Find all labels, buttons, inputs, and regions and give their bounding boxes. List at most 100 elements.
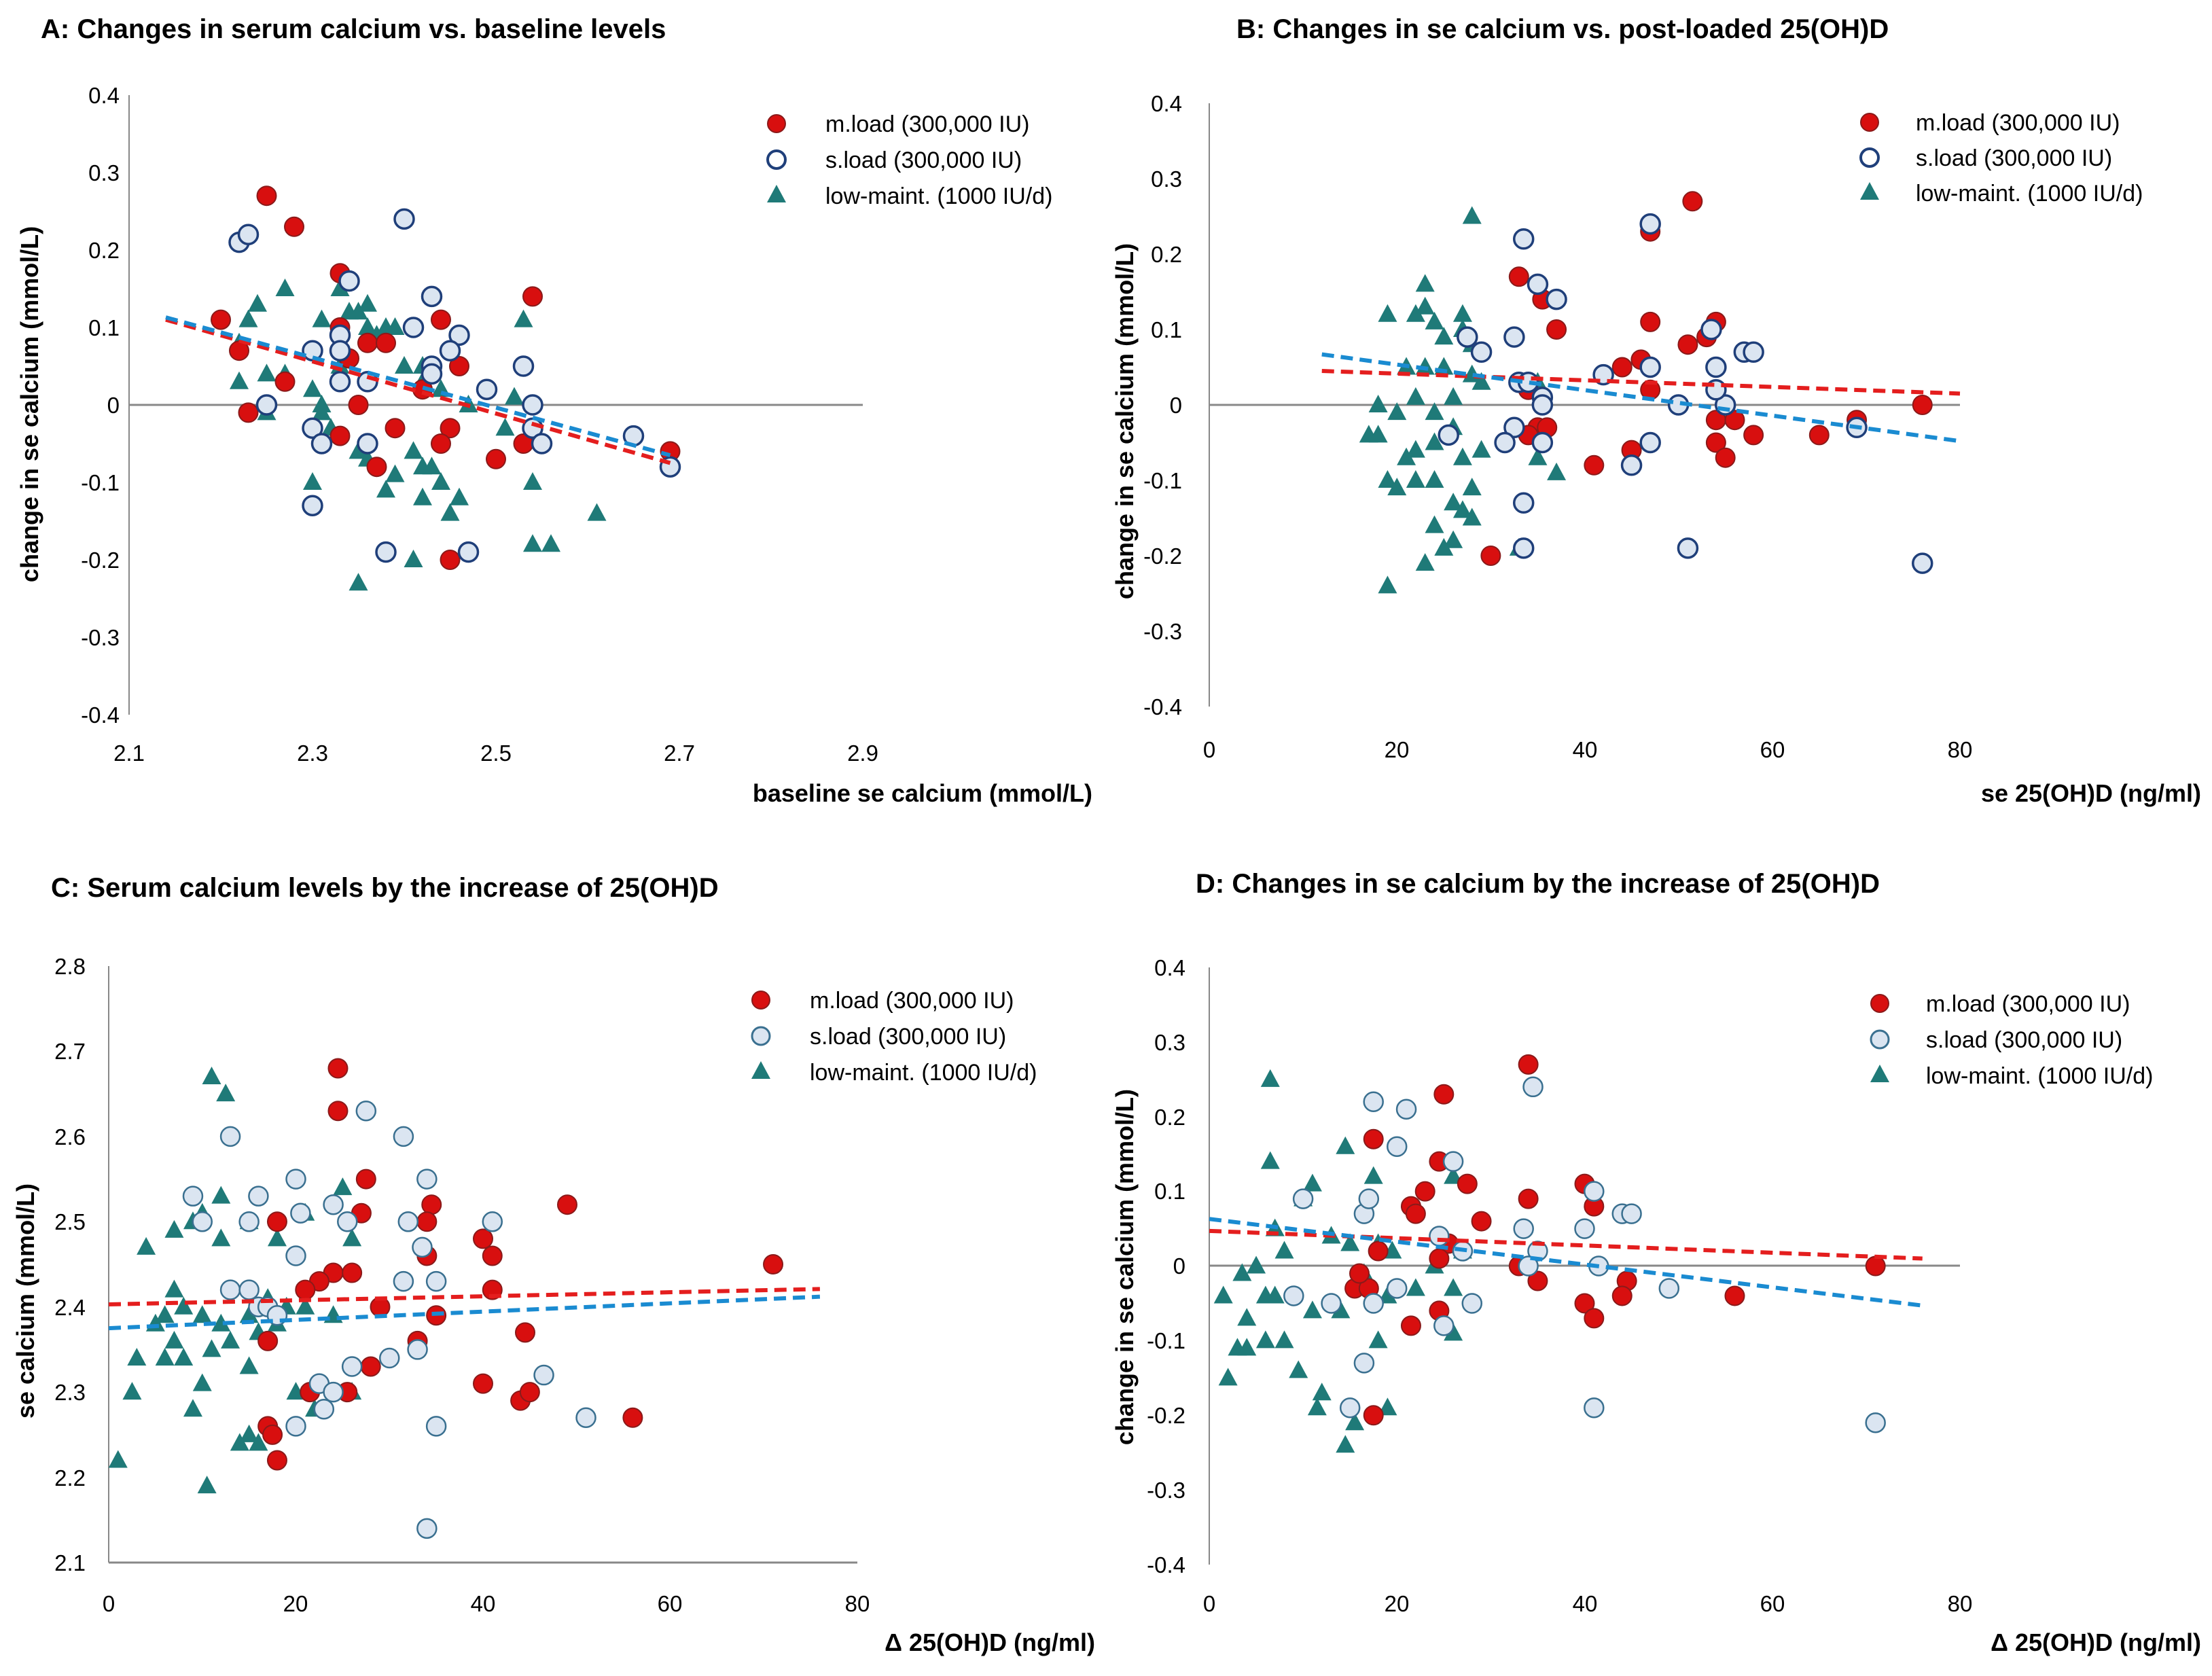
m-load-point	[1368, 1241, 1389, 1262]
m-load-point	[1715, 447, 1736, 468]
low-maint-point	[1247, 1255, 1266, 1274]
low-maint-point	[1425, 432, 1444, 450]
trendline-red	[1321, 369, 1961, 396]
s-load-point	[1292, 1188, 1314, 1209]
m-load-point	[327, 1058, 349, 1079]
m-load-point	[449, 356, 469, 376]
low-maint-point	[1368, 425, 1388, 443]
low-maint-point	[1406, 387, 1425, 405]
low-maint-point	[230, 371, 249, 389]
s-load-point	[416, 1518, 438, 1539]
low-maint-point	[1434, 327, 1454, 345]
panel-d-plot-area	[1209, 1054, 1923, 1453]
panel-d-ytick: 0.3	[1154, 1030, 1185, 1055]
panel-c-ytick: 2.8	[54, 954, 86, 979]
panel-d-xtick: 0	[1203, 1591, 1215, 1616]
panel-d-ytick: -0.1	[1147, 1328, 1185, 1353]
m-load-point	[327, 1101, 349, 1122]
s-load-point	[393, 208, 415, 230]
low-maint-point	[1340, 1233, 1360, 1251]
panel-c-legend-mload: m.load (300,000 IU)	[810, 988, 1014, 1014]
s-load-point	[357, 433, 378, 454]
panel-a-xtick: 2.5	[480, 741, 512, 766]
panel-d-xtick: 60	[1760, 1591, 1785, 1616]
s-load-point	[219, 1279, 241, 1300]
m-load-point	[1480, 546, 1501, 566]
s-load-point	[329, 340, 351, 361]
low-maint-point	[1528, 447, 1548, 465]
s-load-point	[531, 433, 553, 454]
panel-a-ytick: 0.2	[88, 238, 120, 263]
panel-c-x-ticks: 0 20 40 60 80	[103, 1591, 870, 1616]
s-load-point	[1395, 1099, 1417, 1120]
panel-d-xtick: 80	[1948, 1591, 1973, 1616]
s-load-point	[379, 1347, 400, 1369]
low-maint-point	[1406, 470, 1425, 488]
panel-c-xtick: 40	[471, 1591, 496, 1616]
low-maint-point	[1406, 440, 1425, 458]
s-load-point	[237, 224, 260, 245]
low-maint-point	[1425, 470, 1444, 488]
low-maint-point	[358, 317, 377, 335]
low-maint-point	[413, 457, 432, 475]
panel-a-ytick: 0	[107, 393, 120, 418]
low-maint-point	[1444, 493, 1463, 511]
panel-a-xtick: 2.3	[297, 741, 328, 766]
s-load-point	[512, 355, 535, 377]
low-maint-point	[155, 1347, 175, 1366]
panel-c-axes	[108, 966, 857, 1564]
m-load-point	[1349, 1263, 1370, 1284]
m-load-point	[482, 1245, 503, 1266]
low-maint-point	[1378, 1397, 1397, 1416]
panel-d: D: Changes in se calcium by the increase…	[1111, 869, 2201, 1656]
s-load-point	[1512, 228, 1535, 250]
low-maint-point	[239, 1356, 259, 1374]
low-maint-point	[1378, 575, 1397, 594]
s-load-point	[1438, 424, 1459, 446]
s-load-point	[313, 1398, 335, 1420]
m-load-point	[1724, 1285, 1745, 1306]
low-maint-point	[1378, 304, 1397, 322]
panel-d-ytick: 0.1	[1154, 1179, 1185, 1204]
s-load-point	[1429, 1226, 1450, 1247]
low-maint-point	[1444, 1278, 1463, 1296]
panel-c-ytick: 2.2	[54, 1465, 86, 1491]
low-maint-point	[413, 487, 432, 505]
low-maint-point	[1387, 478, 1407, 496]
m-load-point	[284, 216, 304, 237]
s-load-point	[1584, 1181, 1605, 1202]
s-load-point	[575, 1407, 596, 1429]
panel-d-ytick: 0.2	[1154, 1105, 1185, 1130]
s-load-point	[285, 1169, 306, 1190]
low-maint-point	[202, 1067, 221, 1085]
s-load-point	[248, 1185, 269, 1207]
m-load-point	[440, 550, 461, 570]
m-load-point	[522, 286, 543, 307]
s-load-point	[192, 1211, 213, 1232]
panel-b-ytick: 0.1	[1151, 317, 1182, 342]
trendline-red	[1209, 1228, 1923, 1261]
s-load-point	[1470, 341, 1493, 363]
low-maint-point	[164, 1330, 184, 1349]
s-load-point	[1339, 1397, 1361, 1419]
m-load-point	[440, 418, 461, 439]
low-maint-point	[1312, 1383, 1332, 1401]
s-load-point	[1546, 288, 1567, 310]
low-maint-point	[127, 1347, 147, 1366]
legend-marker-sload	[766, 149, 787, 170]
low-maint-point	[431, 472, 450, 490]
legend-marker-lowmaint	[751, 1061, 770, 1079]
s-load-point	[285, 1245, 306, 1266]
panel-d-legend-lowmaint: low-maint. (1000 IU/d)	[1926, 1063, 2153, 1089]
s-load-point	[1677, 537, 1699, 559]
panel-b-legend-mload: m.load (300,000 IU)	[1916, 110, 2120, 136]
s-load-point	[1574, 1218, 1595, 1239]
low-maint-point	[312, 309, 332, 327]
trendline-blue	[1321, 352, 1961, 444]
legend-marker-lowmaint	[1860, 182, 1879, 200]
low-maint-point	[197, 1476, 217, 1494]
low-maint-point	[1444, 530, 1463, 548]
panel-b-xlabel: se 25(OH)D (ng/ml)	[1981, 779, 2201, 807]
panel-b-ytick: -0.3	[1143, 619, 1182, 644]
s-load-point	[323, 1194, 344, 1215]
